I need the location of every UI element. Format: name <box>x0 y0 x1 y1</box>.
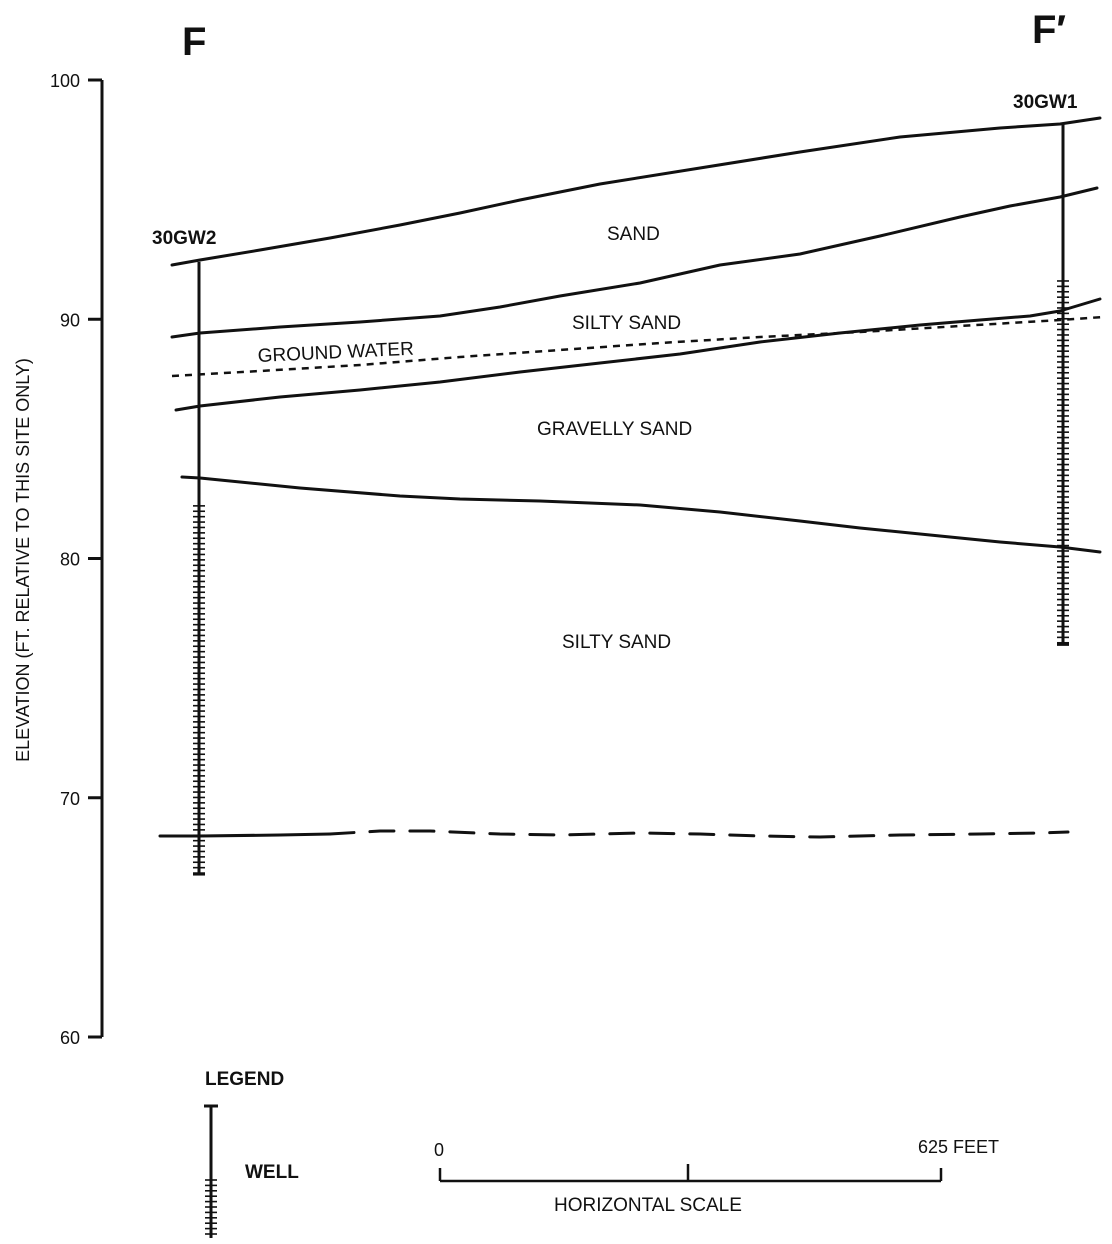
y-tick-label-90: 90 <box>60 310 80 330</box>
well-symbol-30GW2 <box>193 261 205 876</box>
unit-label-sand: SAND <box>607 224 660 245</box>
unit-labels: SAND SILTY SAND GROUND WATER GRAVELLY SA… <box>257 224 692 653</box>
contact-base-solid <box>158 832 332 838</box>
y-tick-label-100: 100 <box>50 71 80 91</box>
scale-title: HORIZONTAL SCALE <box>554 1195 742 1216</box>
contact-gravelly-sand-silty-sand <box>180 475 1102 554</box>
legend: LEGEND WELL <box>204 1069 299 1238</box>
contact-silty-sand-gravelly-sand <box>174 297 1102 412</box>
unit-label-ground-water: GROUND WATER <box>257 339 414 367</box>
y-tick-label-60: 60 <box>60 1028 80 1048</box>
contact-ground-surface <box>170 116 1102 267</box>
contact-sand-silty-sand <box>170 186 1099 339</box>
y-tick-label-70: 70 <box>60 789 80 809</box>
y-axis-ticks: 100 90 80 70 60 <box>50 71 102 1048</box>
y-axis: 100 90 80 70 60 ELEVATION (FT. RELATIVE TO T… <box>13 71 104 1048</box>
well-30GW1: 30GW1 <box>1013 92 1078 646</box>
ground-water-line <box>171 315 1104 378</box>
well-symbol-30GW1 <box>1057 123 1069 646</box>
unit-label-gravelly-sand: GRAVELLY SAND <box>537 419 692 440</box>
contacts <box>158 116 1104 839</box>
y-axis-title: ELEVATION (FT. RELATIVE TO THIS SITE ONL… <box>13 358 33 762</box>
y-tick-label-80: 80 <box>60 550 80 570</box>
well-label-30GW1: 30GW1 <box>1013 92 1078 113</box>
legend-title: LEGEND <box>205 1069 284 1090</box>
scale-label-end: 625 FEET <box>918 1137 999 1157</box>
section-label-right: F′ <box>1032 8 1066 52</box>
horizontal-scale: 0 625 FEET HORIZONTAL SCALE <box>434 1137 999 1216</box>
well-30GW2: 30GW2 <box>152 228 216 876</box>
unit-label-silty-sand-lower: SILTY SAND <box>562 632 671 653</box>
contact-base-inferred <box>328 829 1070 839</box>
scale-label-zero: 0 <box>434 1140 444 1160</box>
well-label-30GW2: 30GW2 <box>152 228 216 249</box>
section-label-left: F <box>182 20 206 64</box>
legend-well-label: WELL <box>245 1162 299 1183</box>
unit-label-silty-sand-upper: SILTY SAND <box>572 313 681 334</box>
legend-well-symbol <box>204 1104 218 1238</box>
